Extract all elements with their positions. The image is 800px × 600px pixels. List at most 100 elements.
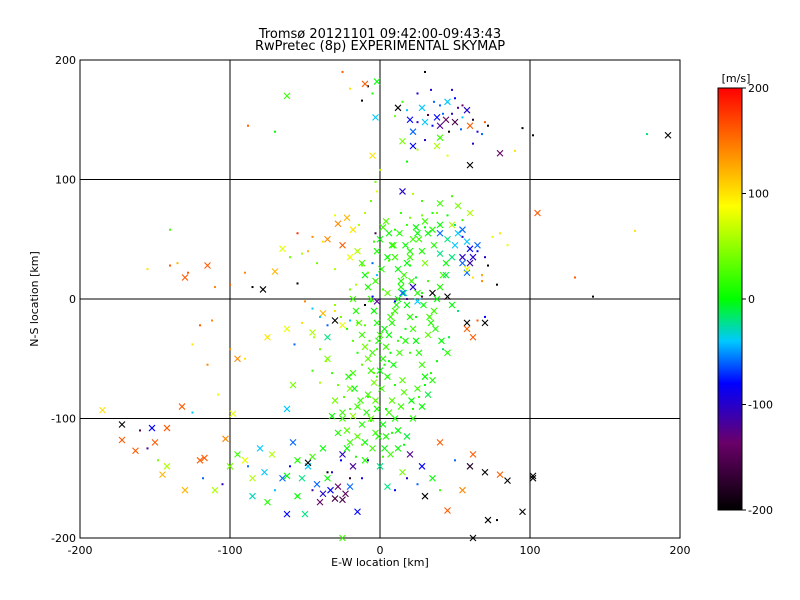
data-point-dot [274,489,276,492]
data-point-x [444,293,451,300]
data-point-x [474,241,481,249]
data-point-x [399,289,406,297]
data-point-x [469,333,477,341]
data-point-x [466,161,474,169]
data-point-dot [146,268,149,271]
data-point-x [430,307,438,315]
data-point-x [294,456,301,464]
data-point-x [354,403,361,410]
data-point-x [331,317,339,324]
data-point-dot [448,336,450,339]
data-point-dot [487,264,489,267]
data-point-dot [349,319,351,322]
data-point-dot [388,259,390,262]
colorbar-tick-label: 0 [748,293,755,306]
data-point-dot [289,256,291,259]
data-point-x [159,471,166,479]
data-point-dot [311,235,314,238]
data-point-x [391,253,399,261]
x-tick-label: 0 [377,544,384,557]
x-tick-label: 100 [520,544,541,557]
data-point-dot [176,262,179,265]
data-point-dot [146,447,149,450]
data-point-x [433,142,441,150]
data-point-dot [361,477,363,480]
data-point-dot [424,226,426,229]
data-point-x [406,247,414,255]
x-tick-label: -200 [68,544,93,557]
data-point-dot [424,139,426,142]
data-point-x [424,331,432,339]
data-point-dot [157,459,159,462]
data-point-x [399,468,406,476]
data-point-dot [379,168,381,171]
data-point-x [373,247,381,255]
data-point-dot [331,471,333,474]
data-point-dot [430,372,432,375]
data-point-x [463,319,471,327]
data-point-dot [442,348,444,351]
data-point-x [466,259,474,267]
data-point-x [378,385,385,393]
data-point-x [390,241,397,249]
data-point-dot [442,112,444,115]
data-point-x [178,403,186,410]
data-point-x [394,265,402,273]
data-point-x [420,301,427,309]
data-point-dot [247,124,249,127]
data-point-x [376,462,384,470]
data-point-x [519,508,526,516]
data-point-x [211,486,219,494]
data-point-x [249,492,256,500]
data-point-x [459,259,466,267]
data-point-x [343,427,351,434]
data-point-x [298,474,306,482]
x-axis-label: E-W location [km] [331,556,429,569]
data-point-dot [301,252,303,255]
colorbar-tick-label: 100 [748,188,769,201]
data-point-x [406,450,414,458]
data-point-x [283,405,291,413]
y-tick-label: 100 [55,174,76,187]
data-point-dot [472,142,474,145]
data-point-x [241,456,249,464]
data-point-x [459,226,466,234]
data-points [99,70,672,542]
data-point-x [346,439,354,446]
data-point-x [430,241,438,249]
data-point-x [379,355,387,363]
data-point-x [409,325,417,333]
data-point-x [346,253,354,261]
data-point-dot [400,336,402,339]
data-point-x [385,331,393,339]
data-point-x [421,492,429,500]
data-point-x [414,229,421,237]
data-point-x [408,277,415,285]
data-point-dot [476,250,479,253]
data-point-dot [139,429,141,432]
data-point-x [496,471,504,479]
data-point-dot [211,319,213,322]
data-point-x [409,128,417,136]
data-point-dot [199,324,201,327]
data-point-dot [382,288,384,291]
data-point-dot [406,223,408,226]
data-point-x [385,229,393,237]
data-point-x [370,379,378,387]
data-point-x [289,439,297,446]
data-point-dot [349,477,351,480]
data-point-x [324,474,331,482]
data-point-dot [356,351,359,354]
data-point-dot [364,303,366,306]
data-point-x [427,319,435,327]
data-point-dot [436,360,438,363]
data-point-dot [373,372,375,375]
data-point-dot [326,471,329,474]
data-point-x [99,406,106,414]
data-point-dot [301,321,303,324]
data-point-dot [319,315,321,318]
data-point-dot [481,133,483,136]
data-point-dot [431,211,434,214]
data-point-x [384,289,391,297]
data-point-dot [397,339,399,342]
